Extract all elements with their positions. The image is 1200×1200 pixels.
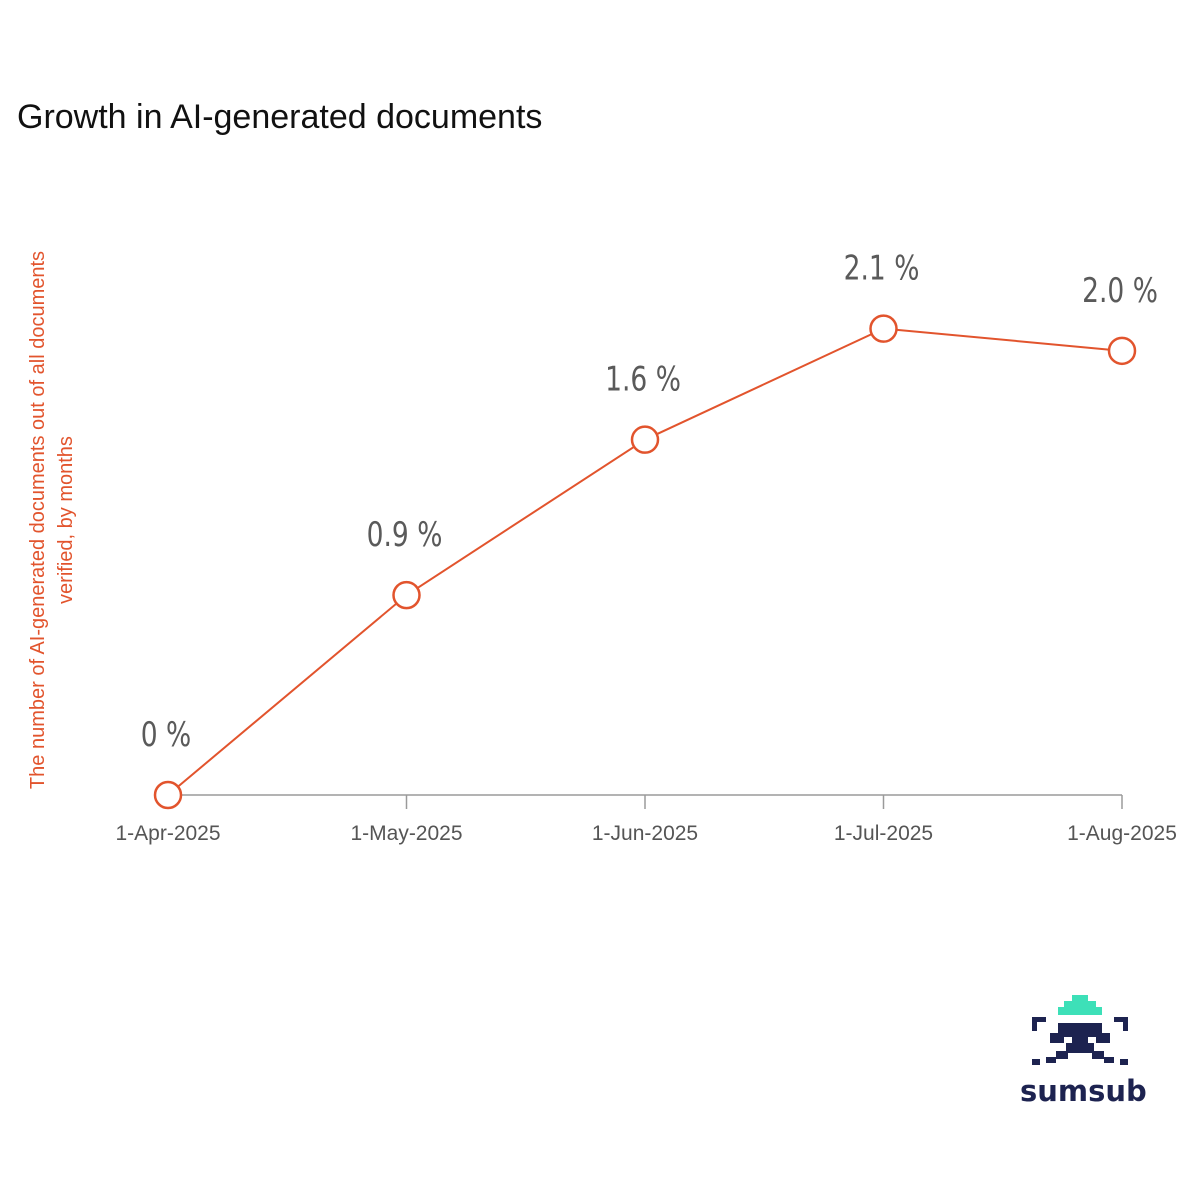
data-point (392, 580, 421, 610)
x-axis: 1-Apr-2025 1-May-2025 1-Jun-2025 1-Jul-2025… (115, 794, 1177, 845)
x-tick-label: 1-Apr-2025 (115, 822, 220, 845)
x-tick-label: 1-Jul-2025 (834, 822, 933, 845)
chart-title: Growth in AI-generated documents (17, 98, 543, 136)
data-point (630, 425, 660, 454)
data-label: 2.0 % (1082, 272, 1158, 311)
data-label-layer: 0 % 0.9 % 1.6 % 2.1 % 2.0 % (141, 250, 1158, 755)
sumsub-logo-icon (1032, 995, 1128, 1065)
data-label: 0.9 % (367, 516, 443, 555)
data-label: 0 % (141, 716, 192, 755)
brand-name: sumsub (1020, 1074, 1147, 1108)
x-tick-label: 1-Aug-2025 (1067, 822, 1177, 845)
x-tick-label: 1-Jun-2025 (592, 822, 698, 845)
data-point (1107, 336, 1137, 366)
data-label: 1.6 % (605, 361, 681, 400)
data-point (869, 314, 898, 343)
data-point (153, 780, 183, 810)
data-point-layer (153, 314, 1137, 810)
x-tick-label: 1-May-2025 (350, 822, 462, 845)
data-label: 2.1 % (844, 250, 920, 289)
